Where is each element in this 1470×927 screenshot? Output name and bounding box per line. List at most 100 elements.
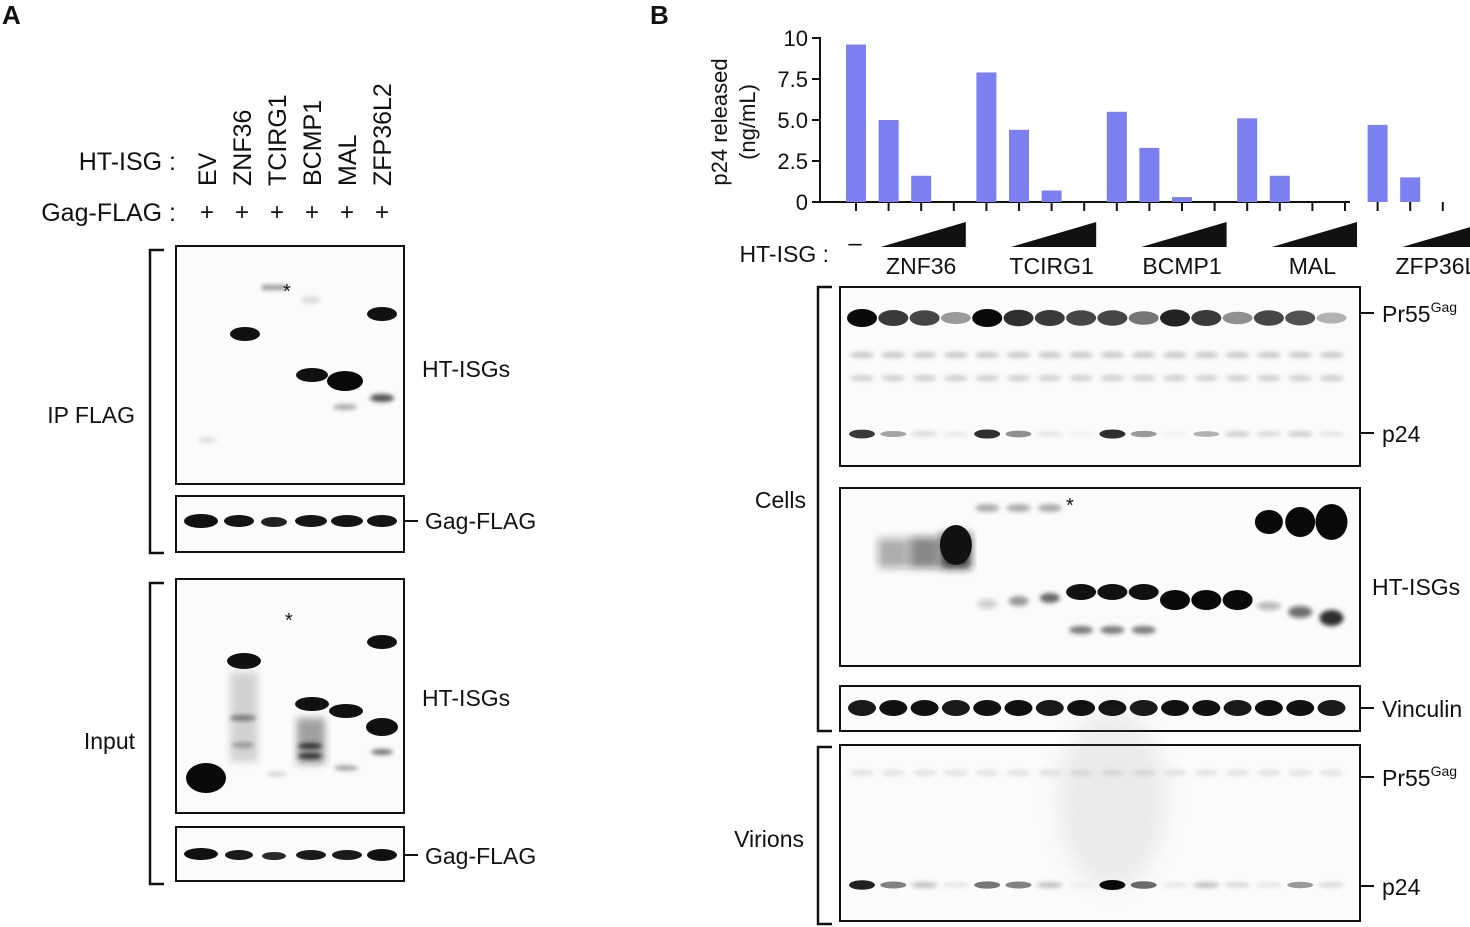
ip-gag-flag-blot [175,495,405,553]
band [1254,700,1283,716]
band [1066,584,1097,600]
band [910,700,939,716]
band [1254,510,1283,534]
band [939,525,972,565]
band [912,375,937,381]
band [1319,352,1344,358]
band [1131,770,1156,776]
band [1005,881,1032,889]
band [1037,375,1062,381]
band [1193,431,1220,437]
bar [1237,118,1258,202]
virions-p24-label: p24 [1382,874,1421,900]
band [975,352,1000,358]
band [1319,770,1344,776]
band [1097,310,1128,326]
band [1285,507,1316,537]
y-tick-label: 2.5 [777,149,808,174]
lane-label-znf36: ZNF36 [229,110,257,186]
band [1316,312,1347,324]
bar [1269,175,1290,202]
control-lane-dash: – [848,230,862,257]
band [977,599,998,609]
band [1163,770,1187,776]
band [1128,311,1159,325]
band [1225,352,1250,358]
band [912,770,937,776]
dose-wedge [880,222,966,247]
p24-release-chart: 0 2.5 5.0 7.5 10 [777,26,1444,215]
band [1099,429,1126,439]
band [1068,431,1095,437]
band [1256,770,1281,776]
panel-b-group-labels: ZNF36 TCIRG1 BCMP1 MAL ZFP36L2 [886,253,1470,279]
band [1131,352,1156,358]
bar [1172,197,1192,202]
band [1194,770,1219,776]
dose-wedge [1011,222,1097,247]
plus-sign: + [270,199,284,226]
band [1097,584,1128,600]
band [1035,700,1064,716]
band [1222,590,1253,610]
band [1288,770,1313,776]
band [850,770,874,776]
cells-pr55-label: Pr55Gag [1382,299,1457,327]
band [1253,310,1284,326]
panel-a-lane-labels: EV ZNF36 TCIRG1 BCMP1 MAL ZFP36L2 [194,83,397,186]
band [1286,700,1315,716]
band [1319,375,1344,381]
ip-asterisk: * [283,281,291,303]
band [1067,700,1096,716]
input-bracket [148,581,164,886]
band [1130,881,1157,889]
background-smear [1057,710,1168,890]
bar [1367,124,1388,202]
cells-ht-isgs-blot [839,487,1361,667]
band [1287,431,1314,437]
bar [1139,147,1160,202]
band [1192,700,1221,716]
bar [976,72,997,202]
chart-ylabel-line1: p24 released [707,58,732,185]
band [912,352,937,358]
band [1069,375,1094,381]
cells-p24-label: p24 [1382,421,1421,447]
band [1255,882,1282,888]
bar [1009,129,1029,202]
band [941,700,970,716]
band [1130,430,1157,438]
band [1005,430,1032,438]
band [1039,593,1060,603]
band [1256,602,1281,610]
ip-flag-label: IP FLAG [47,402,135,428]
bar [1106,111,1127,202]
band [880,881,907,889]
band [975,770,1000,776]
lane-label-zfp36l2: ZFP36L2 [369,83,397,186]
band [1318,882,1345,888]
plus-sign: + [235,199,249,226]
input-gag-flag-blot [175,826,405,882]
band [1222,311,1253,325]
band [1288,352,1313,358]
y-tick-label: 0 [796,190,808,215]
band [1100,770,1125,776]
band [974,881,1001,889]
band [940,312,971,324]
ip-flag-bracket [148,248,164,555]
band [850,375,874,381]
plus-sign: + [200,199,214,226]
band [849,429,875,439]
chart-ylabel-line2: (ng/mL) [735,84,760,160]
band [878,310,909,326]
group-label-bcmp1: BCMP1 [1142,253,1221,279]
band [911,882,938,888]
band [881,352,906,358]
bar [1041,190,1062,202]
band [1315,504,1348,540]
input-label: Input [84,728,136,754]
band [1224,431,1251,437]
band [1256,352,1281,358]
band [943,352,968,358]
